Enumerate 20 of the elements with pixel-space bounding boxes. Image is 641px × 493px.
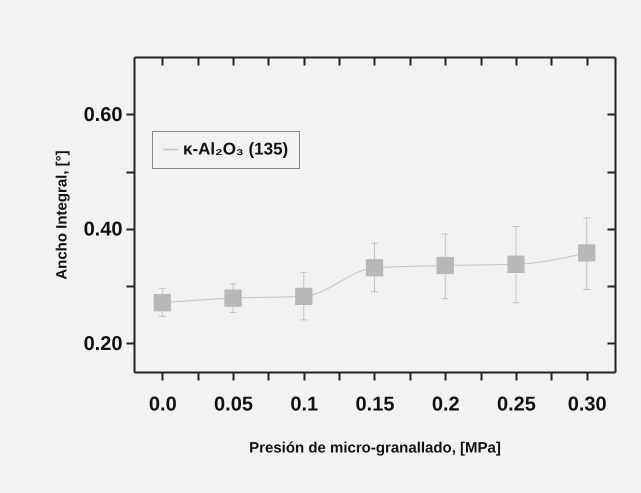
point [154, 294, 171, 312]
point [507, 256, 525, 273]
x-tick-label: 0.2 [432, 394, 460, 416]
x-tick-label: 0.0 [148, 394, 177, 416]
point [436, 256, 454, 274]
x-tick-label: 0.1 [290, 394, 318, 416]
x-axis-title: Presión de micro-granallado, [MPa] [249, 440, 501, 456]
x-tick-label: 0.15 [356, 394, 394, 416]
point [366, 259, 384, 276]
point [295, 288, 312, 306]
y-tick-label: 0.60 [84, 104, 122, 126]
point [578, 244, 596, 262]
x-tick-label: 0.05 [214, 394, 253, 416]
y-tick-label: 0.40 [84, 218, 122, 240]
x-tick-label: 0.25 [497, 394, 536, 416]
legend-label: κ-Al₂O₃ (135) [183, 140, 288, 158]
y-axis-title: Ancho Integral, [°] [54, 150, 71, 280]
y-tick-label: 0.20 [84, 332, 122, 355]
x-tick-label: 0.30 [568, 394, 607, 416]
point [224, 289, 242, 307]
